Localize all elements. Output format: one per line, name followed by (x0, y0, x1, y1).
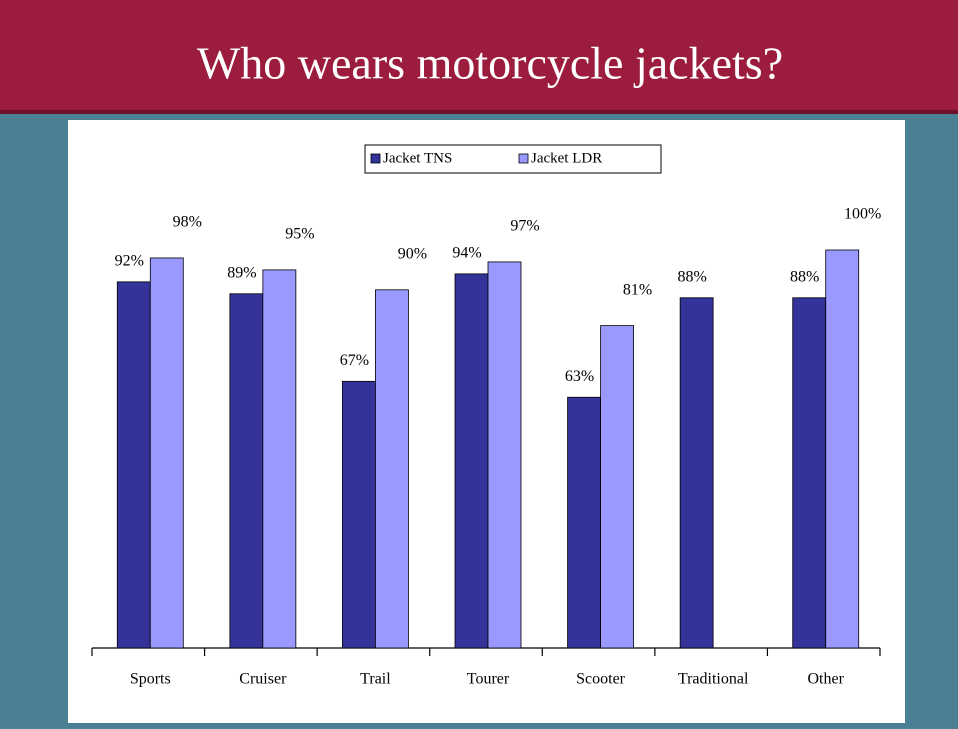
data-label: 97% (510, 218, 539, 235)
bar (487, 261, 522, 649)
data-label: 98% (173, 214, 202, 231)
bar (600, 325, 634, 649)
data-label: 81% (623, 281, 652, 298)
slide-title: Who wears motorcycle jackets? (197, 38, 783, 89)
bar (375, 289, 409, 649)
title-banner (0, 0, 958, 110)
x-tick-label: Cruiser (239, 671, 287, 688)
data-label: 94% (452, 245, 481, 262)
x-tick-label: Sports (130, 671, 171, 688)
x-tick-label: Traditional (678, 671, 749, 688)
bar (262, 269, 297, 649)
legend-swatch (518, 153, 529, 164)
legend-label: Jacket LDR (531, 150, 602, 166)
bar (342, 380, 376, 649)
data-label: 88% (790, 268, 819, 285)
banner-edge (0, 110, 958, 114)
x-tick-label: Trail (360, 671, 391, 688)
bar (454, 273, 489, 649)
data-label: 63% (565, 368, 594, 385)
legend-label: Jacket TNS (383, 150, 452, 166)
bar (679, 297, 714, 649)
data-label: 100% (844, 206, 881, 223)
data-label: 92% (115, 253, 144, 270)
data-label: 88% (677, 268, 706, 285)
legend-box (364, 144, 662, 174)
bar (792, 297, 827, 649)
data-label: 67% (340, 352, 369, 369)
data-label: 95% (285, 226, 314, 243)
data-label: 90% (398, 245, 427, 262)
legend-swatch (370, 153, 381, 164)
bar (116, 281, 151, 649)
x-tick-label: Other (807, 671, 844, 688)
bar (567, 396, 601, 649)
x-tick-label: Tourer (467, 671, 510, 688)
bar (229, 293, 264, 649)
data-label: 89% (227, 264, 256, 281)
x-tick-label: Scooter (576, 671, 626, 688)
bar (149, 257, 184, 649)
bar (825, 249, 860, 649)
